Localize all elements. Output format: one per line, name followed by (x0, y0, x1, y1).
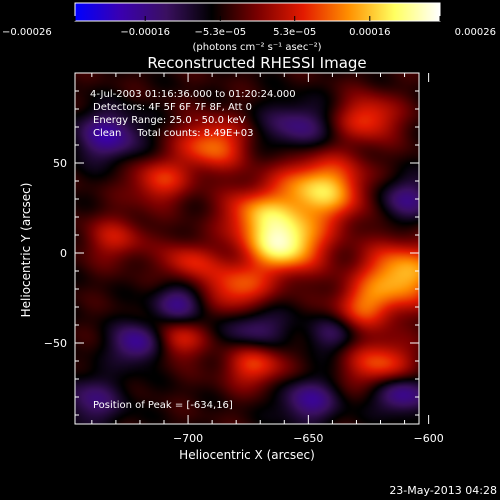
colorbar-tick-label: 5.3e−05 (273, 27, 316, 38)
info-energy-range: Energy Range: 25.0 - 50.0 keV (93, 115, 246, 126)
x-tick-label: −700 (173, 432, 203, 445)
colorbar-unit-label: (photons cm⁻² s⁻¹ asec⁻²) (192, 42, 321, 53)
footer-timestamp: 23-May-2013 04:28 (389, 484, 497, 497)
colorbar-ticks: −0.00026 −0.00016 −5.3e−05 5.3e−05 0.00016 0.… (2, 16, 496, 38)
y-tick-label: 0 (60, 247, 67, 260)
info-detectors: Detectors: 4F 5F 6F 7F 8F, Att 0 (93, 102, 252, 113)
colorbar-tick-label: 0.00016 (349, 27, 390, 38)
observation-info: 4-Jul-2003 01:16:36.000 to 01:20:24.000 … (90, 89, 296, 139)
peak-position-label: Position of Peak = [-634,16] (93, 400, 233, 411)
x-tick-label: −600 (414, 432, 444, 445)
y-axis-label: Heliocentric Y (arcsec) (19, 183, 33, 318)
info-total-counts: Clean Total counts: 8.49E+03 (93, 128, 253, 139)
heatmap-image (75, 73, 419, 424)
y-tick-label: −50 (44, 337, 67, 350)
colorbar-tick-label: −0.00026 (2, 27, 52, 38)
chart-title: Reconstructed RHESSI Image (147, 54, 366, 72)
plot-frame (74, 72, 420, 425)
info-time-range: 4-Jul-2003 01:16:36.000 to 01:20:24.000 (90, 89, 296, 100)
colorbar-tick-label: −0.00016 (120, 27, 170, 38)
colorbar (74, 2, 441, 22)
x-tick-label: −650 (293, 432, 323, 445)
axis-ticks: −700 −650 −600 50 0 −50 (44, 73, 444, 445)
colorbar-tick-label: −5.3e−05 (195, 27, 247, 38)
y-tick-label: 50 (53, 157, 67, 170)
colorbar-tick-label: 0.00026 (455, 27, 496, 38)
x-axis-label: Heliocentric X (arcsec) (179, 448, 315, 462)
